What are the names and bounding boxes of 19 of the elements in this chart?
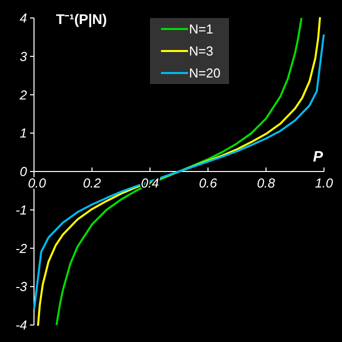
x-tick-label: 1.0 xyxy=(314,176,334,190)
y-tick-label: -3 xyxy=(15,279,28,294)
x-tick-label: 0.8 xyxy=(256,176,276,190)
y-tick-label: -4 xyxy=(15,318,27,333)
y-axis-title: T⁻¹(P|N) xyxy=(56,11,107,28)
x-tick-label: 0.2 xyxy=(82,176,102,190)
y-tick-label: 2 xyxy=(18,87,28,102)
y-tick-label: 3 xyxy=(20,48,28,64)
y-tick-label: 1 xyxy=(20,126,27,141)
legend-label: N=3 xyxy=(189,44,214,59)
y-tick-label: 4 xyxy=(20,10,27,26)
x-axis-title: P xyxy=(312,148,324,166)
legend-label: N=20 xyxy=(189,66,220,81)
y-tick-label: -1 xyxy=(15,202,27,218)
legend-label: N=1 xyxy=(189,22,214,37)
y-tick-label: 0 xyxy=(20,164,28,180)
x-tick-label: 0.4 xyxy=(140,176,160,190)
x-tick-label: 0.6 xyxy=(198,176,218,190)
y-tick-label: -2 xyxy=(15,240,28,256)
